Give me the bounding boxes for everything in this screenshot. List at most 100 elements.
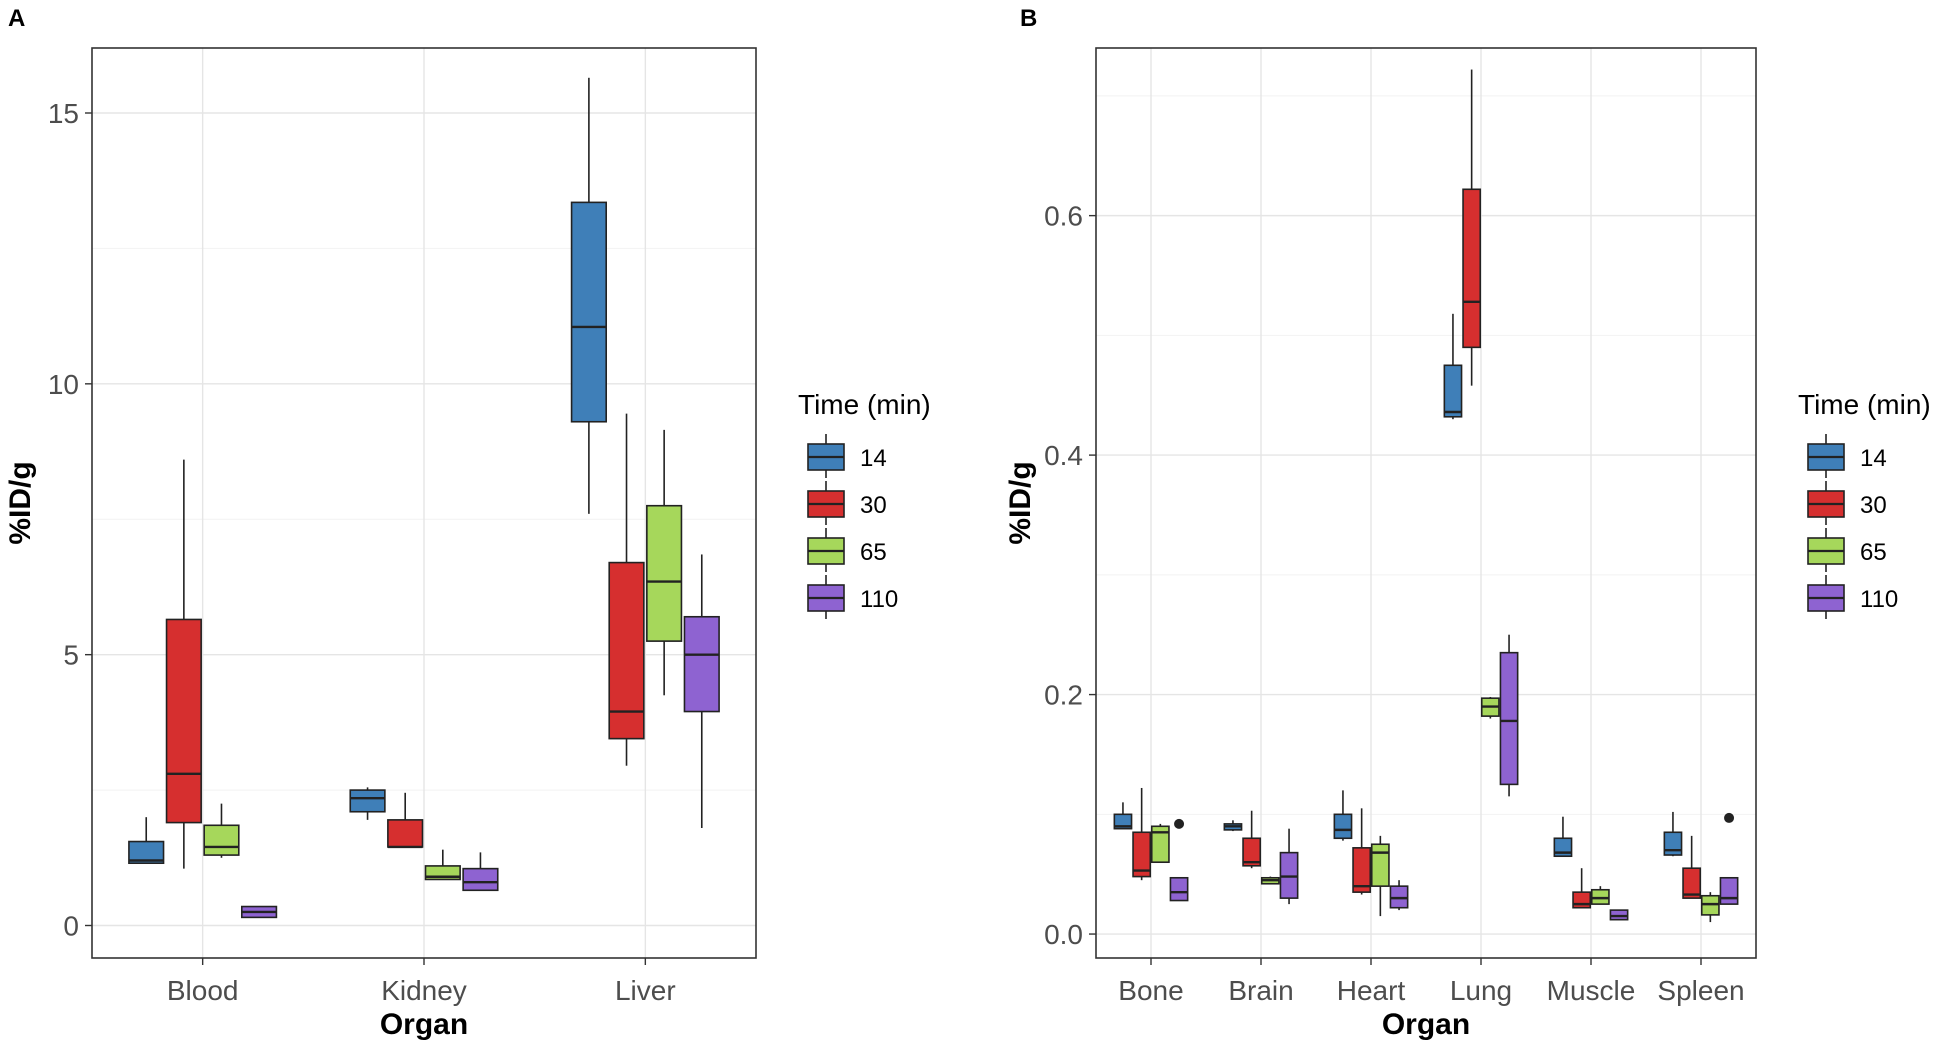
box-body — [683, 615, 720, 713]
box-liver-110 — [683, 554, 720, 828]
legend-label: 30 — [1860, 492, 1887, 519]
legend-entry-65: 65 — [1807, 528, 1887, 572]
panel-b-gridlines — [1096, 48, 1756, 958]
box-liver-65 — [646, 429, 683, 696]
y-tick-label: 0.0 — [1044, 919, 1083, 950]
panel-a-y-axis-label: %ID/g — [4, 461, 37, 544]
box-bone-65 — [1150, 823, 1170, 864]
y-tick-label: 0 — [63, 911, 79, 942]
box-body — [1132, 831, 1152, 878]
box-body — [1333, 813, 1353, 840]
panel-a-x-ticks: Blood Kidney Liver — [167, 958, 676, 1006]
x-tick-label: Muscle — [1547, 975, 1636, 1006]
box-blood-14 — [128, 817, 165, 865]
panel-b-y-ticks: 0.0 0.2 0.4 0.6 — [1044, 201, 1096, 950]
legend-a-title: Time (min) — [798, 389, 931, 420]
x-tick-label: Bone — [1118, 975, 1183, 1006]
panel-label-a: A — [8, 5, 25, 32]
y-tick-label: 0.6 — [1044, 201, 1083, 232]
x-tick-label: Brain — [1228, 975, 1293, 1006]
panel-a-y-ticks: 0 5 10 15 — [48, 98, 92, 942]
box-bone-110 — [1169, 818, 1189, 902]
legend-label: 65 — [860, 539, 887, 566]
panel-b-frame — [1095, 47, 1757, 959]
box-body — [1443, 364, 1463, 418]
box-muscle-65 — [1590, 886, 1610, 905]
box-body — [1370, 843, 1390, 887]
legend-label: 110 — [860, 586, 898, 613]
outlier-point — [1174, 818, 1185, 829]
box-spleen-14 — [1663, 811, 1683, 857]
box-body — [1242, 837, 1262, 867]
x-tick-label: Heart — [1337, 975, 1406, 1006]
legend-label: 14 — [860, 445, 887, 472]
panel-a-gridlines — [92, 48, 756, 958]
box-spleen-65 — [1700, 892, 1720, 923]
legend-entry-30: 30 — [1807, 481, 1887, 525]
x-tick-label: Spleen — [1657, 975, 1744, 1006]
box-blood-30 — [165, 459, 202, 869]
box-liver-30 — [608, 413, 645, 766]
panel-a-x-axis-label: Organ — [380, 1008, 468, 1041]
panel-a-boxes — [128, 77, 720, 919]
legend-label: 65 — [1860, 539, 1887, 566]
panel-a: 0 5 10 15 Blood Kidney Liver Organ %ID/g — [4, 47, 757, 1041]
box-muscle-30 — [1572, 868, 1592, 909]
box-body — [1682, 867, 1702, 899]
panel-b-y-axis-label: %ID/g — [1004, 461, 1037, 544]
box-body — [165, 618, 202, 824]
box-body — [1462, 188, 1482, 349]
box-body — [349, 789, 386, 813]
box-lung-110 — [1499, 634, 1519, 797]
legend-label: 14 — [1860, 445, 1887, 472]
box-body — [646, 504, 683, 642]
box-body — [1719, 876, 1739, 905]
legend-entry-14: 14 — [1807, 434, 1887, 478]
legend-a: Time (min) 14 30 65 110 — [798, 389, 931, 619]
panel-b: 0.0 0.2 0.4 0.6 Bone Brain Heart Lung Muscle Spl… — [1004, 47, 1757, 1041]
box-body — [1572, 891, 1592, 909]
box-blood-65 — [203, 803, 240, 858]
box-spleen-30 — [1682, 835, 1702, 899]
box-liver-14 — [570, 77, 608, 514]
x-tick-label: Kidney — [381, 975, 467, 1006]
box-kidney-30 — [387, 792, 424, 849]
x-tick-label: Lung — [1450, 975, 1512, 1006]
box-body — [1352, 847, 1372, 893]
panel-b-background — [1096, 48, 1756, 958]
box-spleen-110 — [1719, 812, 1739, 905]
box-lung-65 — [1480, 696, 1500, 719]
legend-entry-30: 30 — [807, 481, 887, 525]
box-muscle-110 — [1609, 909, 1629, 921]
y-tick-label: 5 — [63, 640, 79, 671]
box-body — [462, 867, 499, 892]
legend-entry-65: 65 — [807, 528, 887, 572]
box-kidney-65 — [424, 849, 461, 881]
box-bone-14 — [1113, 802, 1133, 830]
box-body — [203, 824, 240, 856]
box-heart-14 — [1333, 790, 1353, 841]
box-body — [1663, 831, 1683, 856]
box-brain-30 — [1242, 810, 1262, 869]
legend-entry-110: 110 — [807, 575, 898, 619]
legend-label: 30 — [860, 492, 887, 519]
x-tick-label: Liver — [615, 975, 676, 1006]
x-tick-label: Blood — [167, 975, 239, 1006]
legend-b: Time (min) 14 30 65 110 — [1798, 389, 1931, 619]
box-brain-65 — [1260, 876, 1280, 885]
legend-label: 110 — [1860, 586, 1898, 613]
box-brain-110 — [1279, 828, 1299, 905]
box-body — [1150, 825, 1170, 864]
legend-a-entries: 14 30 65 110 — [807, 434, 898, 619]
y-tick-label: 0.2 — [1044, 680, 1083, 711]
y-tick-label: 15 — [48, 98, 79, 129]
box-bone-30 — [1132, 787, 1152, 881]
box-body — [570, 201, 608, 423]
box-lung-14 — [1443, 313, 1463, 420]
box-heart-30 — [1352, 808, 1372, 895]
box-blood-110 — [240, 905, 278, 919]
box-body — [1499, 651, 1519, 786]
legend-b-entries: 14 30 65 110 — [1807, 434, 1898, 619]
outlier-point — [1724, 812, 1735, 823]
legend-entry-14: 14 — [807, 434, 887, 478]
